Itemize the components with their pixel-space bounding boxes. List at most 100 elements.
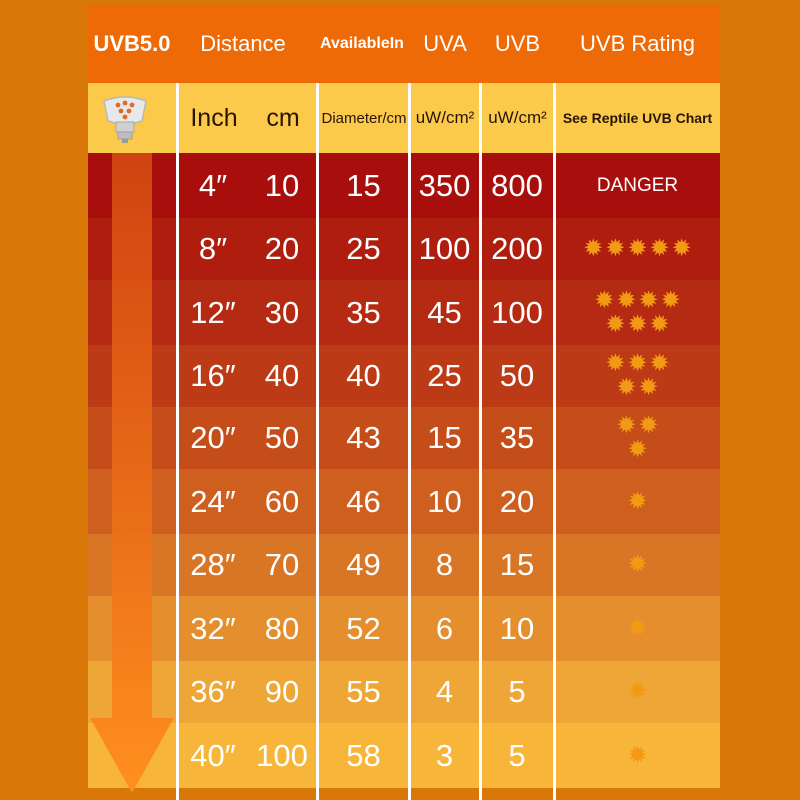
uvb-rating-cell: DANGER (555, 153, 720, 218)
uvb-cell: 15 (499, 547, 535, 582)
uvb-cell: 5 (508, 737, 526, 773)
diameter-cell: 25 (346, 231, 381, 266)
uvb-rating-header: UVB Rating (580, 31, 695, 56)
sun-star-icon: ✹ (671, 235, 692, 262)
uvb-unit-subheader: uW/cm² (488, 108, 547, 127)
column-divider (479, 83, 482, 800)
column-divider (176, 83, 179, 800)
diameter-cell: 58 (346, 737, 381, 773)
diameter-cell: 49 (346, 547, 381, 582)
sun-star-icon: ✹ (627, 678, 648, 705)
uva-cell: 8 (435, 547, 454, 582)
uva-cell: 100 (418, 231, 471, 266)
diameter-cell: 43 (346, 420, 381, 455)
uva-cell: 6 (435, 610, 454, 646)
danger-label: DANGER (596, 174, 679, 196)
table-row: 40″ 100 58 3 5 ✹ (88, 723, 720, 788)
subheader-bar: Inch cm Diameter/cm uW/cm² uW/cm² See Re… (88, 83, 720, 153)
inch-cell: 36″ (190, 674, 236, 709)
sun-star-icon: ✹ (638, 374, 659, 401)
sun-star-icon: ✹ (627, 350, 648, 377)
table-row: 36″ 90 55 4 5 ✹ (88, 661, 720, 723)
sun-star-icon: ✹ (638, 412, 659, 439)
inch-cell: 4″ (198, 167, 228, 203)
uvb-rating-cell: ✹ (555, 469, 720, 534)
cm-cell: 80 (264, 610, 300, 646)
sun-star-icon: ✹ (627, 436, 648, 463)
table-row: 20″ 50 43 15 35 ✹ ✹ ✹ (88, 407, 720, 469)
table-row: 12″ 30 35 45 100 ✹ ✹ ✹ ✹ ✹ ✹ ✹ (88, 280, 720, 345)
diameter-subheader: Diameter/cm (321, 109, 407, 127)
sun-star-icon: ✹ (616, 412, 637, 439)
diameter-cell: 52 (346, 610, 381, 646)
star-rating: ✹ ✹ ✹ ✹ ✹ (605, 352, 669, 400)
cm-cell: 90 (264, 674, 300, 709)
inch-cell: 12″ (190, 294, 236, 330)
cm-cell: 100 (256, 737, 308, 773)
uvb-rating-cell: ✹ ✹ ✹ ✹ ✹ (555, 218, 720, 280)
column-divider (316, 83, 319, 800)
sun-star-icon: ✹ (605, 350, 626, 377)
inch-cell: 40″ (190, 737, 236, 773)
model-label: UVB5.0 (93, 31, 171, 56)
diameter-cell: 35 (346, 294, 381, 330)
header-bar: UVB5.0 Distance AvailableIn UVA UVB UVB … (88, 5, 720, 83)
diameter-cell: 46 (346, 483, 381, 519)
uv-bulb-icon (103, 96, 147, 143)
uvb-rating-cell: ✹ ✹ ✹ ✹ ✹ (555, 345, 720, 407)
sun-star-icon: ✹ (627, 551, 648, 578)
sun-star-icon: ✹ (616, 374, 637, 401)
sun-star-icon: ✹ (605, 310, 626, 338)
cm-cell: 70 (264, 547, 300, 582)
cm-cell: 40 (264, 358, 300, 393)
uvb-header: UVB (494, 31, 541, 56)
table-row: 16″ 40 40 25 50 ✹ ✹ ✹ ✹ ✹ (88, 345, 720, 407)
inch-cell: 20″ (190, 420, 236, 455)
inch-cell: 28″ (190, 547, 236, 582)
rating-note-subheader: See Reptile UVB Chart (562, 110, 713, 126)
uvb-cell: 10 (499, 610, 535, 646)
uva-cell: 45 (427, 294, 462, 330)
star-rating: ✹ (627, 489, 647, 514)
uva-unit-subheader: uW/cm² (415, 108, 475, 127)
uva-cell: 4 (435, 674, 454, 709)
sun-star-icon: ✹ (594, 286, 615, 314)
uvb-cell: 200 (491, 231, 543, 266)
uvb-rating-cell: ✹ ✹ ✹ ✹ ✹ ✹ ✹ (555, 280, 720, 345)
uva-cell: 350 (418, 167, 471, 203)
column-divider (553, 83, 556, 800)
uvb-cell: 50 (499, 358, 535, 393)
star-rating: ✹ (627, 614, 648, 642)
uvb-rating-cell: ✹ ✹ ✹ (555, 407, 720, 469)
star-rating: ✹ (627, 741, 648, 769)
diameter-cell: 55 (346, 674, 381, 709)
sun-star-icon: ✹ (627, 741, 648, 769)
down-arrow-icon (90, 153, 174, 793)
uva-header: UVA (423, 31, 467, 56)
sun-star-icon: ✹ (649, 235, 670, 262)
star-rating: ✹ ✹ ✹ (616, 414, 658, 462)
sun-star-icon: ✹ (660, 286, 681, 314)
uvb-cell: 5 (508, 674, 526, 709)
diameter-cell: 40 (346, 358, 381, 393)
star-rating: ✹ (627, 553, 647, 577)
sun-star-icon: ✹ (627, 614, 648, 642)
inch-cell: 16″ (190, 358, 236, 393)
star-rating: ✹ ✹ ✹ ✹ ✹ ✹ ✹ (594, 286, 681, 338)
table-row: 24″ 60 46 10 20 ✹ (88, 469, 720, 534)
sun-star-icon: ✹ (605, 235, 626, 262)
column-divider (408, 83, 411, 800)
inch-cell: 32″ (190, 610, 236, 646)
star-rating: ✹ ✹ ✹ ✹ ✹ (583, 237, 692, 261)
sun-star-icon: ✹ (649, 350, 670, 377)
sun-star-icon: ✹ (583, 235, 604, 262)
table-row: 32″ 80 52 6 10 ✹ (88, 596, 720, 661)
uvb-rating-cell: ✹ (555, 661, 720, 723)
sun-star-icon: ✹ (616, 286, 637, 314)
cm-cell: 50 (264, 420, 300, 455)
uvb-chart-panel: UVB5.0 Distance AvailableIn UVA UVB UVB … (88, 5, 720, 800)
table-row: 28″ 70 49 8 15 ✹ (88, 534, 720, 596)
uvb-rating-cell: ✹ (555, 534, 720, 596)
uvb-cell: 35 (499, 420, 535, 455)
uva-cell: 10 (427, 483, 462, 519)
